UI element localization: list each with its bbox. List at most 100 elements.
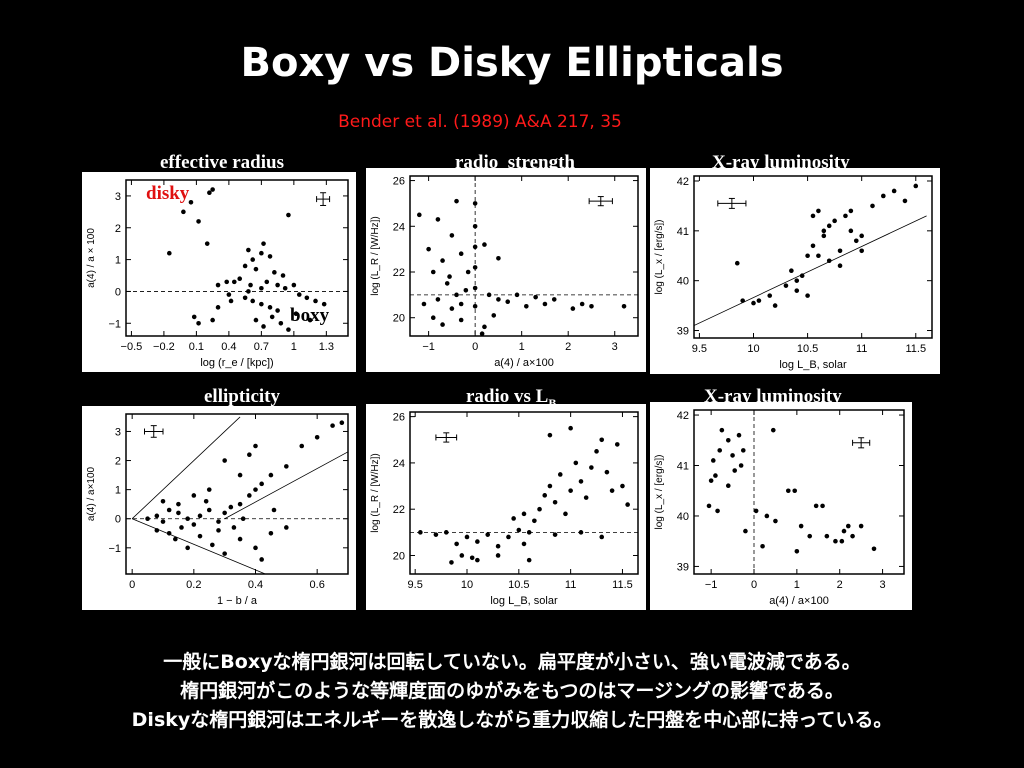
data-point	[293, 311, 299, 317]
data-point	[286, 327, 291, 332]
data-point	[848, 208, 854, 214]
data-point	[870, 203, 875, 209]
data-point	[783, 283, 789, 288]
data-point	[717, 448, 723, 453]
data-point	[824, 533, 830, 539]
x-tick-label: 10	[747, 343, 759, 355]
data-point	[247, 452, 252, 458]
data-point	[253, 443, 258, 449]
data-point	[472, 201, 478, 206]
caption-line: Diskyな楕円銀河はエネルギーを散逸しながら重力収縮した円盤を中心部に持ってい…	[131, 709, 893, 731]
data-point	[278, 320, 284, 326]
x-tick-label: 0	[751, 579, 757, 591]
y-tick-label: 20	[393, 313, 405, 325]
data-point	[839, 538, 845, 544]
boundary-line	[224, 451, 348, 520]
caption-line: 一般にBoxyな楕円銀河は回転していない。扁平度が小さい、強い電波減である。	[163, 651, 861, 673]
data-point	[253, 545, 258, 551]
data-point	[760, 543, 765, 549]
data-point	[496, 255, 501, 261]
data-point	[313, 298, 318, 304]
data-point	[417, 212, 422, 218]
data-point	[206, 487, 212, 492]
data-point	[589, 303, 594, 309]
data-point	[472, 303, 478, 309]
y-tick-label: 3	[115, 191, 121, 203]
data-point	[495, 543, 501, 549]
data-point	[282, 285, 288, 291]
data-point	[794, 548, 800, 554]
data-point	[845, 523, 851, 529]
data-point	[206, 507, 212, 513]
x-axis-label: log L_B, solar	[490, 595, 558, 607]
data-point	[237, 536, 243, 542]
panel-label-radio-strength: radio strength	[455, 152, 575, 173]
x-tick-label: 11.5	[905, 343, 926, 355]
y-tick-label: 1	[115, 255, 121, 267]
data-point	[521, 511, 527, 517]
x-tick-label: 0.4	[248, 579, 263, 591]
plot-frame	[125, 179, 349, 337]
data-point	[794, 288, 800, 293]
data-point	[719, 427, 725, 433]
data-point	[443, 530, 449, 535]
plot-xray-luminosity-2: −1 0 1 2 3 39 40 41 42 a(4) / a×100 log (L_x / [er…	[650, 402, 912, 610]
x-tick-label: 10.5	[797, 343, 818, 355]
data-point	[725, 483, 731, 488]
panel-label-radio-vs-lb-text: radio vs L	[466, 386, 549, 407]
data-point	[785, 488, 791, 494]
plot-ellipticity: 0 0.2 0.4 0.6 −1 0 1 2 3 1 − b / a a(4) / a×100	[82, 406, 356, 610]
y-tick-label: −1	[108, 318, 121, 330]
data-point	[486, 292, 492, 298]
data-point	[495, 553, 501, 558]
y-tick-label: 40	[677, 276, 689, 288]
data-point	[418, 530, 423, 535]
data-point	[268, 530, 274, 536]
panel-label-radio-vs-lb: radio vs LB	[466, 386, 556, 411]
x-axis-label: 1 − b / a	[217, 595, 258, 607]
y-tick-label: 24	[393, 221, 405, 233]
plot-area	[126, 416, 348, 574]
data-point	[231, 525, 237, 530]
x-tick-label: 9.5	[692, 343, 707, 355]
data-point	[764, 513, 770, 519]
data-point	[469, 555, 475, 561]
data-point	[222, 551, 227, 556]
data-point	[207, 190, 212, 196]
x-axis-label: a(4) / a×100	[494, 357, 554, 369]
x-tick-label: 3	[612, 341, 618, 353]
data-point	[181, 209, 186, 215]
data-point	[215, 282, 221, 288]
data-point	[267, 254, 273, 259]
data-point	[261, 241, 266, 246]
panel-label-xray-luminosity-1: X-ray luminosity	[712, 152, 850, 173]
data-point	[166, 530, 172, 536]
data-point	[524, 303, 529, 309]
y-tick-label: 26	[393, 176, 405, 188]
data-point	[821, 228, 827, 234]
data-point	[228, 298, 234, 304]
data-point	[604, 469, 610, 475]
data-point	[734, 260, 740, 266]
data-point	[259, 301, 264, 307]
data-point	[314, 434, 320, 440]
x-tick-label: 10	[461, 579, 473, 591]
data-point	[563, 511, 568, 517]
data-point	[710, 458, 716, 463]
data-point	[753, 508, 759, 514]
data-point	[732, 468, 738, 473]
x-tick-label: −0.5	[121, 341, 143, 353]
x-tick-label: 3	[880, 579, 886, 591]
data-point	[284, 464, 289, 469]
data-point	[805, 293, 810, 298]
data-point	[224, 279, 230, 285]
data-point	[247, 493, 252, 498]
data-point	[237, 276, 243, 281]
x-tick-label: 9.5	[408, 579, 423, 591]
data-point	[730, 453, 735, 458]
data-point	[609, 488, 615, 493]
data-point	[521, 541, 527, 547]
data-point	[210, 187, 215, 192]
data-point	[222, 510, 227, 516]
data-point	[514, 292, 520, 298]
